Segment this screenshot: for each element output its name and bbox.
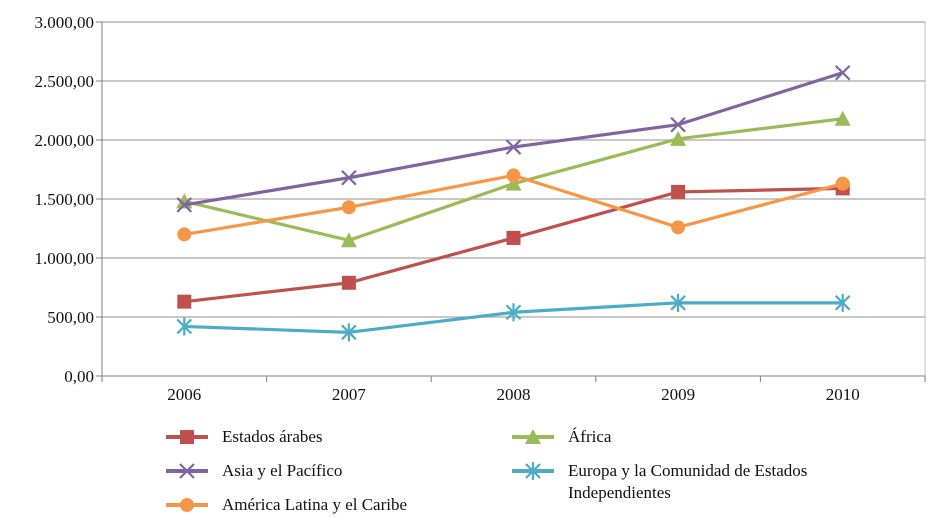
y-tick-label: 1.000,00 — [35, 249, 95, 268]
x-tick-label: 2008 — [497, 385, 531, 404]
data-point — [342, 276, 356, 290]
x-axis-ticks: 2006 2007 2008 2009 2010 — [102, 376, 925, 404]
data-point — [507, 168, 521, 182]
data-point — [177, 227, 191, 241]
y-tick-label: 2.500,00 — [35, 72, 95, 91]
data-point — [836, 177, 850, 191]
x-tick-label: 2010 — [826, 385, 860, 404]
x-tick-label: 2006 — [167, 385, 201, 404]
y-tick-label: 3.000,00 — [35, 13, 95, 32]
data-point — [342, 200, 356, 214]
data-point — [177, 295, 191, 309]
data-point — [507, 231, 521, 245]
x-tick-label: 2009 — [661, 385, 695, 404]
data-point — [671, 220, 685, 234]
data-point — [671, 185, 685, 199]
y-tick-label: 0,00 — [64, 367, 94, 386]
y-tick-label: 2.000,00 — [35, 131, 95, 150]
y-axis-ticks: 0,00 500,00 1.000,00 1.500,00 2.000,00 2.500,… — [35, 13, 103, 386]
y-tick-label: 500,00 — [47, 308, 94, 327]
x-tick-label: 2007 — [332, 385, 367, 404]
y-tick-label: 1.500,00 — [35, 190, 95, 209]
